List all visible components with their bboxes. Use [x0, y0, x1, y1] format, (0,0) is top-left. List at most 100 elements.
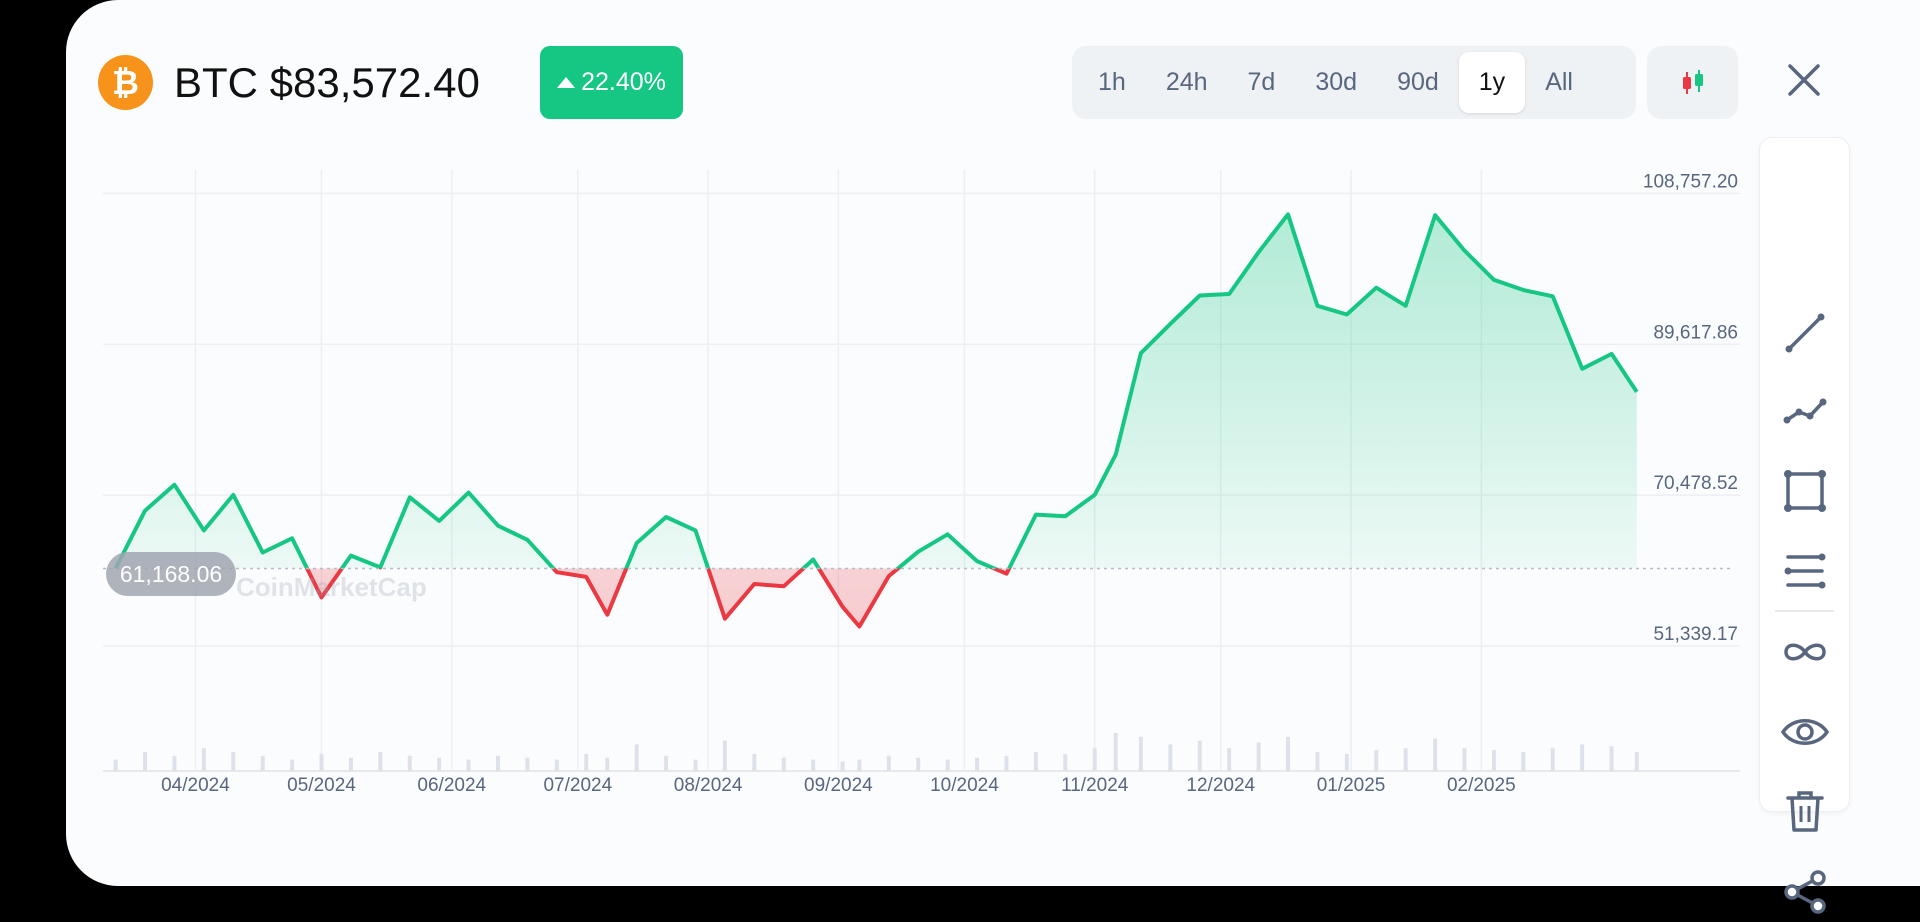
- volume-bar: [1033, 752, 1038, 771]
- price-change-value: 22.40%: [581, 68, 666, 96]
- polyline-tool[interactable]: [1760, 381, 1849, 441]
- x-tick-label: 11/2024: [1061, 775, 1129, 796]
- volume-bar: [496, 755, 501, 771]
- delete-drawings-tool[interactable]: [1760, 781, 1849, 841]
- volume-bar: [1580, 744, 1585, 771]
- share-tool[interactable]: [1760, 862, 1849, 922]
- x-tick-label: 12/2024: [1186, 775, 1255, 796]
- area-fill-up: [115, 214, 1637, 569]
- candlestick-icon: [1682, 69, 1703, 94]
- volume-bar: [1197, 740, 1202, 771]
- up-arrow-icon: [557, 77, 576, 88]
- tab-24h[interactable]: 24h: [1165, 68, 1208, 96]
- baseline-price-label: 61,168.06: [106, 552, 236, 596]
- volume-bar: [975, 757, 980, 771]
- trend-line-tool[interactable]: [1760, 303, 1849, 363]
- x-tick-label: 08/2024: [674, 775, 743, 796]
- volume-bar: [1286, 736, 1291, 771]
- tab-30d[interactable]: 30d: [1315, 68, 1358, 96]
- volume-bar: [945, 759, 950, 771]
- volume-bar: [634, 744, 639, 771]
- toolbar-divider: [1775, 610, 1834, 612]
- x-tick-label: 05/2024: [287, 775, 356, 796]
- volume-bar: [348, 757, 353, 771]
- volume-bar: [840, 761, 845, 771]
- bitcoin-icon: ₿: [98, 55, 153, 110]
- volume-bar: [1521, 752, 1526, 771]
- volume-bar: [407, 755, 412, 771]
- tab-90d[interactable]: 90d: [1397, 68, 1439, 96]
- x-axis: 04/2024 05/2024 06/2024 07/2024 08/2024 09/20…: [161, 775, 1516, 796]
- volume-bar: [1403, 748, 1408, 771]
- x-tick-label: 09/2024: [804, 775, 873, 796]
- volume-bar: [1138, 736, 1143, 771]
- coinmarketcap-watermark: CoinMarketCap: [236, 572, 427, 602]
- close-icon: [1788, 64, 1820, 96]
- volume-bar: [605, 757, 610, 771]
- volume-bar: [811, 759, 816, 771]
- price-area: [103, 212, 1730, 629]
- price-line-up: [113, 212, 1639, 569]
- tab-all[interactable]: All: [1545, 68, 1573, 96]
- volume-bar: [378, 752, 383, 771]
- volume-bar: [584, 753, 589, 771]
- volume-bar: [1063, 753, 1068, 771]
- parallel-lines-icon: [1784, 553, 1825, 589]
- volume-bar: [1227, 748, 1232, 771]
- volume-bar: [260, 755, 265, 771]
- x-tick-label: 04/2024: [161, 775, 230, 796]
- volume-bar: [916, 757, 921, 771]
- y-tick-label: 70,478.52: [1653, 473, 1738, 494]
- close-button[interactable]: [1782, 58, 1826, 102]
- tab-7d[interactable]: 7d: [1247, 68, 1276, 96]
- volume-bar: [143, 752, 148, 771]
- x-tick-label: 10/2024: [930, 775, 999, 796]
- rectangle-tool[interactable]: [1760, 461, 1849, 521]
- volume-bar: [1433, 738, 1438, 771]
- volume-bar: [752, 753, 757, 771]
- toggle-visibility-tool[interactable]: [1760, 702, 1849, 762]
- volume-bars: [113, 733, 1639, 771]
- price-chart[interactable]: 108,757.20 89,617.86 70,478.52 51,339.17 04…: [0, 0, 1740, 800]
- volume-bar: [1550, 748, 1555, 771]
- rectangle-icon: [1783, 470, 1826, 512]
- volume-bar: [1374, 750, 1379, 771]
- volume-bar: [857, 759, 862, 771]
- tab-1h[interactable]: 1h: [1098, 68, 1126, 96]
- infinite-line-tool[interactable]: [1760, 622, 1849, 682]
- volume-bar: [1462, 748, 1467, 771]
- polyline-icon: [1783, 398, 1826, 424]
- volume-bar: [172, 755, 177, 771]
- timeframe-selector: 1h 24h 7d 30d 90d 1y All: [1072, 46, 1636, 119]
- x-tick-label: 07/2024: [543, 775, 612, 796]
- volume-bar: [113, 759, 118, 771]
- volume-bar: [554, 759, 559, 771]
- parallel-lines-tool[interactable]: [1760, 541, 1849, 601]
- volume-bar: [664, 755, 669, 771]
- infinite-line-icon: [1783, 643, 1826, 661]
- volume-bar: [1256, 742, 1261, 771]
- volume-bar: [722, 740, 727, 771]
- volume-bar: [693, 759, 698, 771]
- x-tick-label: 02/2025: [1447, 775, 1516, 796]
- price-line-down: [115, 568, 1012, 629]
- trash-icon: [1785, 791, 1824, 832]
- volume-bar: [525, 757, 530, 771]
- volume-bar: [781, 757, 786, 771]
- volume-bar: [201, 748, 206, 771]
- drawing-toolbar: [1760, 138, 1849, 914]
- candlestick-toggle-button[interactable]: [1647, 46, 1738, 119]
- volume-bar: [1004, 755, 1009, 771]
- volume-bar: [1634, 752, 1639, 771]
- volume-bar: [231, 752, 236, 771]
- volume-bar: [1344, 753, 1349, 771]
- volume-bar: [1113, 733, 1118, 771]
- volume-bar: [886, 755, 891, 771]
- y-tick-label: 89,617.86: [1653, 322, 1738, 343]
- volume-bar: [319, 753, 324, 771]
- volume-bar: [1168, 744, 1173, 771]
- volume-bar: [1609, 746, 1614, 771]
- share-icon: [1783, 870, 1826, 914]
- tab-1y[interactable]: 1y: [1458, 52, 1526, 113]
- y-axis: 108,757.20 89,617.86 70,478.52 51,339.17: [1643, 171, 1738, 644]
